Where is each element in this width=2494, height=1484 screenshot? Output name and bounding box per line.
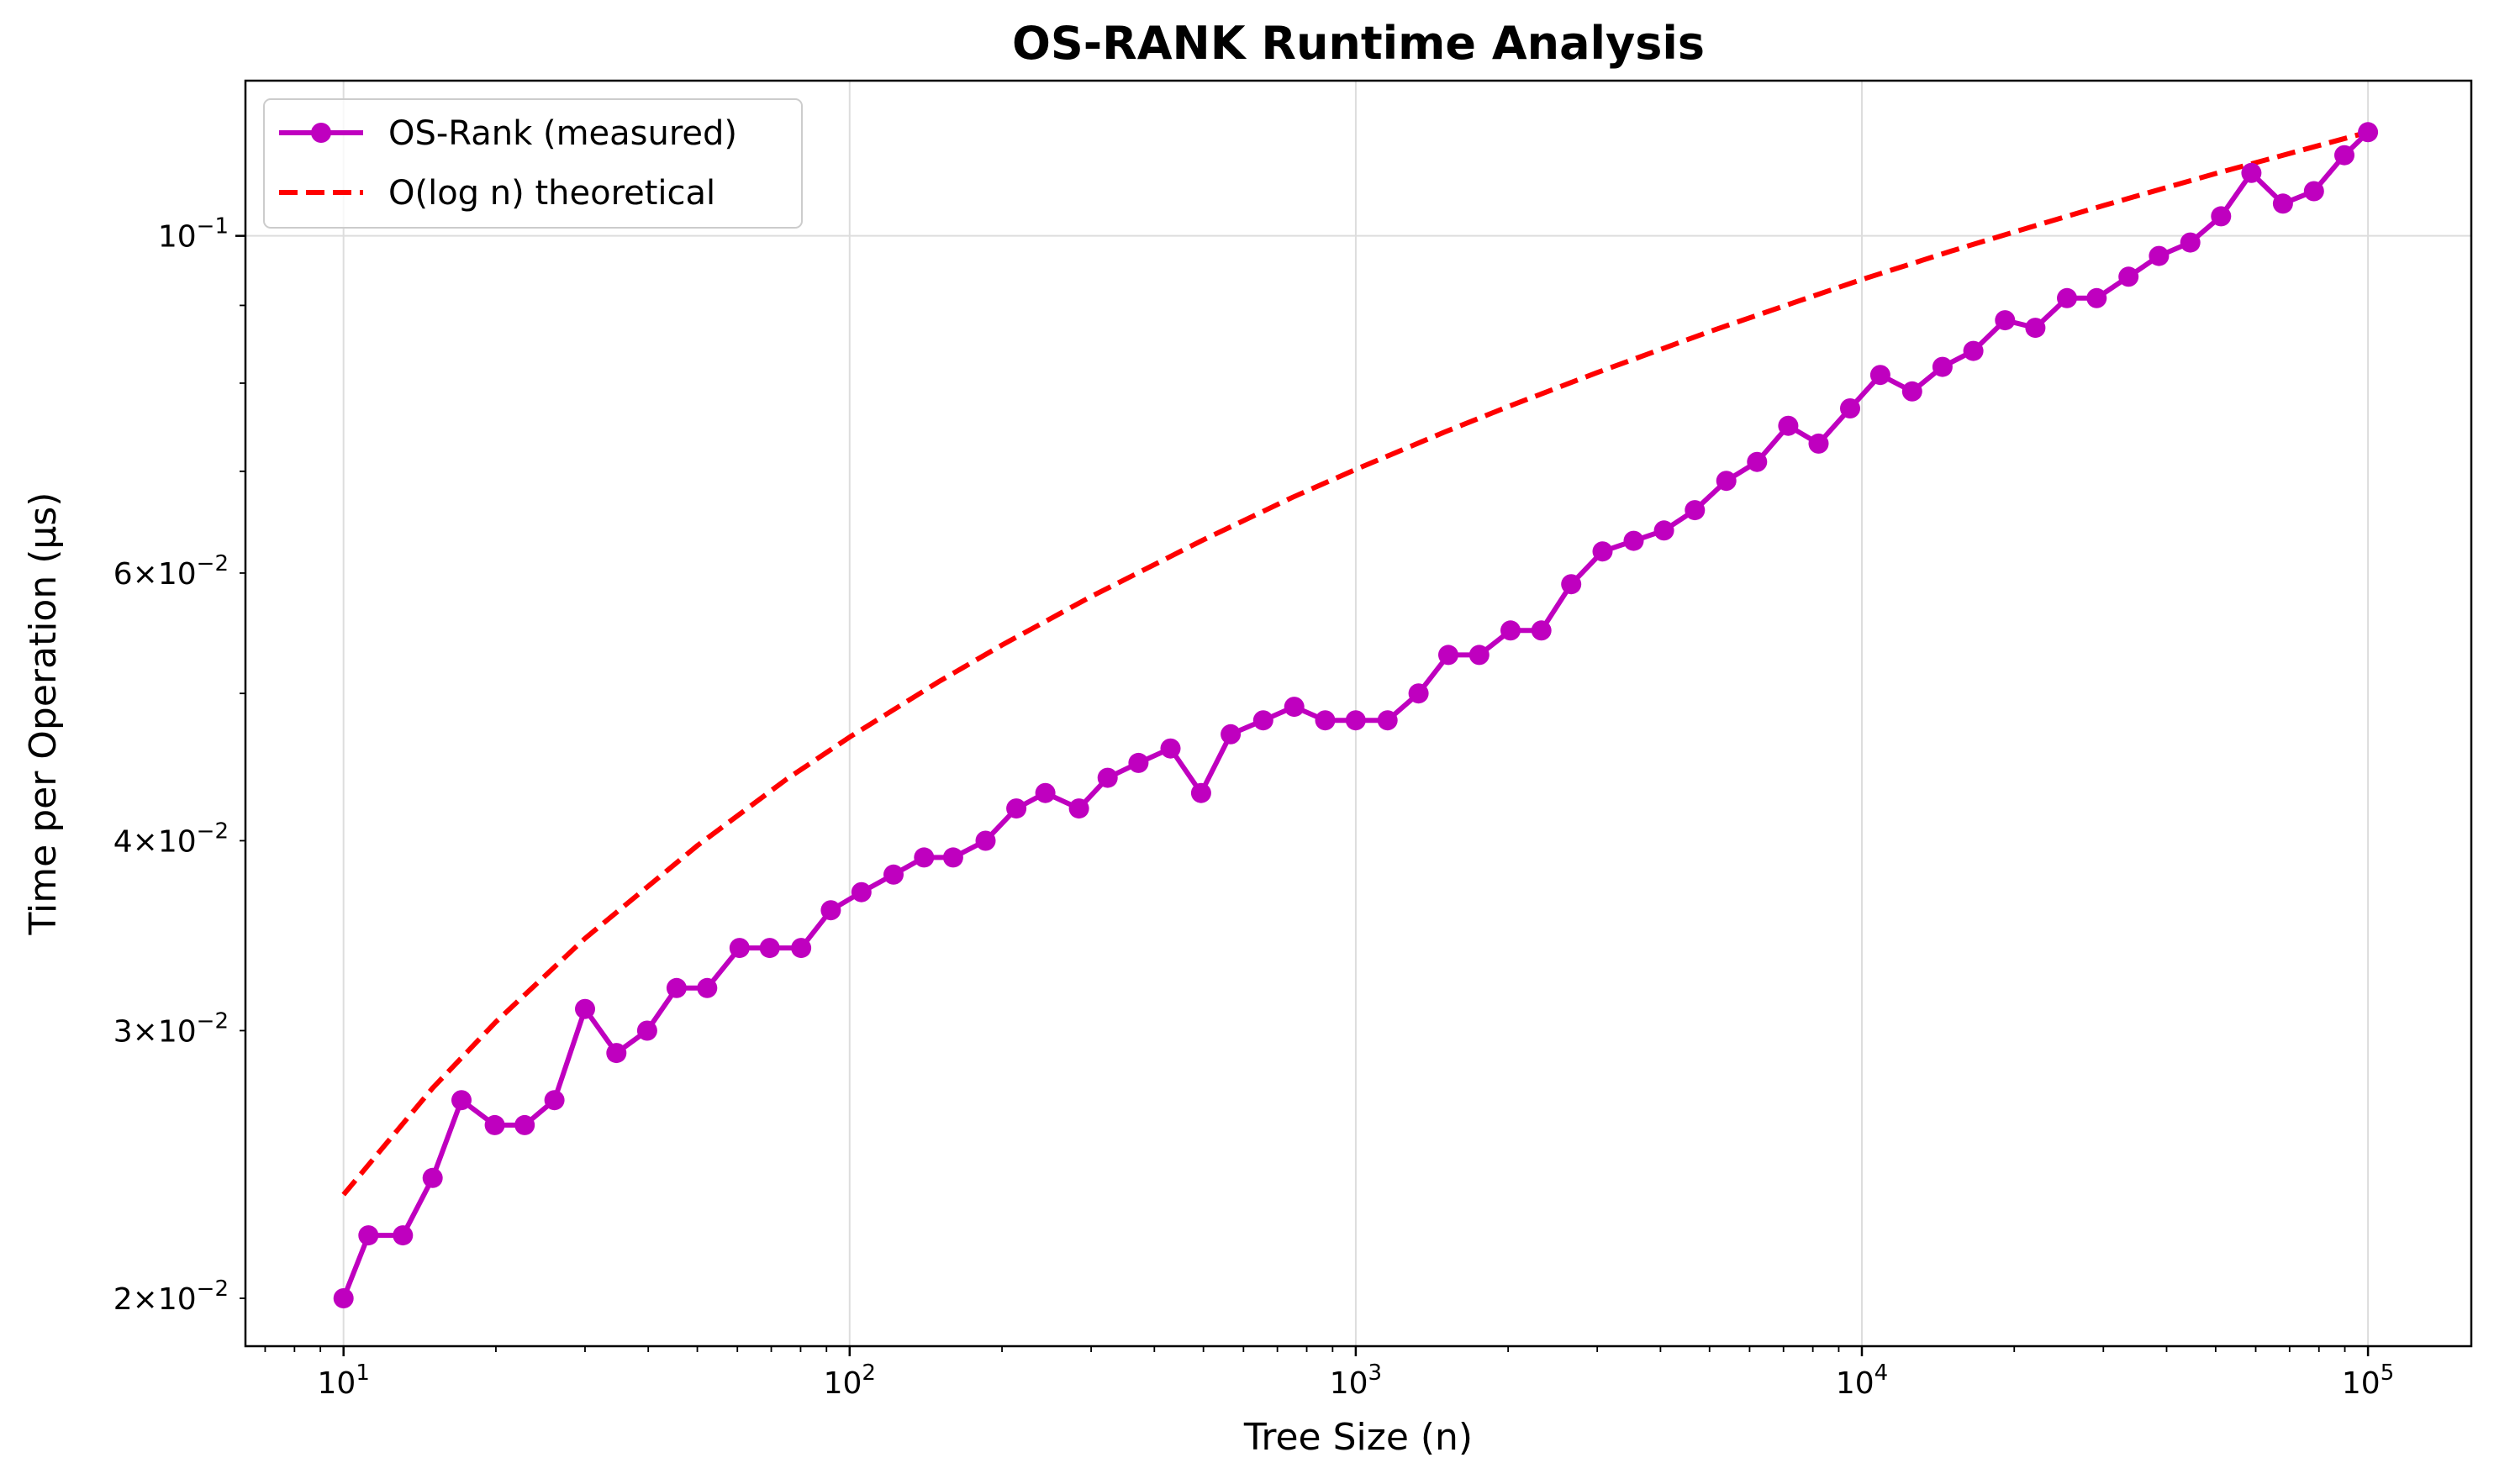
data-point-measured (1221, 724, 1242, 745)
data-point-measured (942, 847, 963, 868)
legend-marker-measured (311, 123, 331, 143)
data-point-measured (2358, 122, 2379, 143)
y-tick-label: 3×10−2 (113, 1008, 229, 1049)
data-point-measured (2025, 318, 2046, 339)
data-point-measured (1160, 738, 1181, 759)
data-point-measured (358, 1225, 379, 1246)
data-point-measured (1128, 752, 1149, 773)
data-point-measured (1500, 620, 1521, 641)
data-point-measured (1963, 340, 1984, 361)
data-point-measured (914, 847, 935, 868)
y-tick-label: 10−1 (158, 214, 229, 255)
data-point-measured (2334, 145, 2354, 166)
x-axis-ticks: 101 102 103 104 105 (264, 1346, 2394, 1401)
data-point-measured (1284, 697, 1305, 718)
data-point-measured (2303, 181, 2324, 202)
data-point-measured (1869, 365, 1890, 386)
data-point-measured (514, 1114, 535, 1135)
data-point-measured (484, 1114, 505, 1135)
data-point-measured (1623, 530, 1644, 551)
y-tick-label: 4×10−2 (113, 818, 229, 859)
data-point-measured (1097, 767, 1118, 788)
data-point-measured (1685, 500, 1706, 521)
data-point-measured (393, 1225, 414, 1246)
data-point-measured (1901, 381, 1922, 402)
data-point-measured (2057, 287, 2077, 308)
data-point-measured (422, 1167, 443, 1188)
data-point-measured (820, 900, 841, 921)
data-point-measured (666, 977, 687, 998)
legend-label-measured: OS-Rank (measured) (388, 114, 737, 153)
y-tick-label: 2×10−2 (113, 1276, 229, 1317)
data-point-measured (1716, 471, 1737, 492)
data-point-measured (1315, 710, 1336, 731)
chart-title: OS-RANK Runtime Analysis (1012, 17, 1705, 70)
legend-label-theoretical: O(log n) theoretical (388, 174, 715, 213)
data-point-measured (1377, 710, 1398, 731)
data-point-measured (1995, 310, 2016, 331)
data-point-measured (1468, 645, 1490, 666)
legend: OS-Rank (measured) O(log n) theoretical (263, 98, 803, 229)
data-point-measured (451, 1090, 472, 1111)
data-point-measured (697, 977, 718, 998)
x-axis-label: Tree Size (n) (1243, 1416, 1473, 1459)
data-point-measured (575, 998, 595, 1019)
data-point-measured (1252, 710, 1273, 731)
data-point-measured (1190, 782, 1211, 803)
data-point-measured (1408, 683, 1429, 704)
data-point-measured (636, 1020, 657, 1041)
data-point-measured (606, 1043, 627, 1064)
data-point-measured (2180, 232, 2201, 253)
x-tick-label: 105 (2342, 1360, 2394, 1401)
y-tick-label: 6×10−2 (113, 551, 229, 592)
data-point-measured (1932, 356, 1953, 377)
x-tick-label: 103 (1330, 1360, 1382, 1401)
data-point-measured (1438, 645, 1458, 666)
data-point-measured (1592, 541, 1613, 562)
legend-box (263, 98, 803, 229)
y-axis-label: Time per Operation (μs) (22, 492, 65, 936)
data-point-measured (1778, 415, 1799, 436)
data-point-measured (2149, 245, 2170, 266)
data-point-measured (333, 1288, 354, 1308)
x-tick-label: 104 (1836, 1360, 1888, 1401)
data-point-measured (1561, 574, 1582, 595)
data-point-measured (1808, 433, 1829, 454)
plot-frame (244, 79, 2473, 1348)
data-point-measured (544, 1090, 565, 1111)
x-tick-label: 102 (824, 1360, 876, 1401)
data-point-measured (975, 830, 996, 851)
data-point-measured (2211, 206, 2232, 227)
data-point-measured (2272, 193, 2293, 214)
data-point-measured (1653, 520, 1674, 541)
data-point-measured (759, 938, 780, 959)
data-point-measured (2118, 266, 2139, 287)
data-point-measured (1840, 398, 1860, 418)
series-line-theoretical (341, 129, 2369, 1197)
series-layer (333, 122, 2379, 1308)
data-point-measured (851, 881, 872, 903)
data-point-measured (2241, 162, 2262, 183)
data-point-measured (1531, 620, 1552, 641)
data-point-measured (1068, 798, 1089, 819)
data-point-measured (2086, 287, 2107, 308)
data-point-measured (1006, 798, 1027, 819)
data-point-measured (883, 864, 904, 885)
data-point-measured (1747, 451, 1768, 472)
x-tick-label: 101 (318, 1360, 370, 1401)
data-point-measured (1035, 782, 1056, 803)
data-point-measured (1345, 710, 1366, 731)
data-point-measured (729, 938, 750, 959)
data-point-measured (791, 938, 812, 959)
y-axis-ticks: 10−1 6×10−2 4×10−2 3×10−2 2×10−2 (113, 214, 245, 1317)
